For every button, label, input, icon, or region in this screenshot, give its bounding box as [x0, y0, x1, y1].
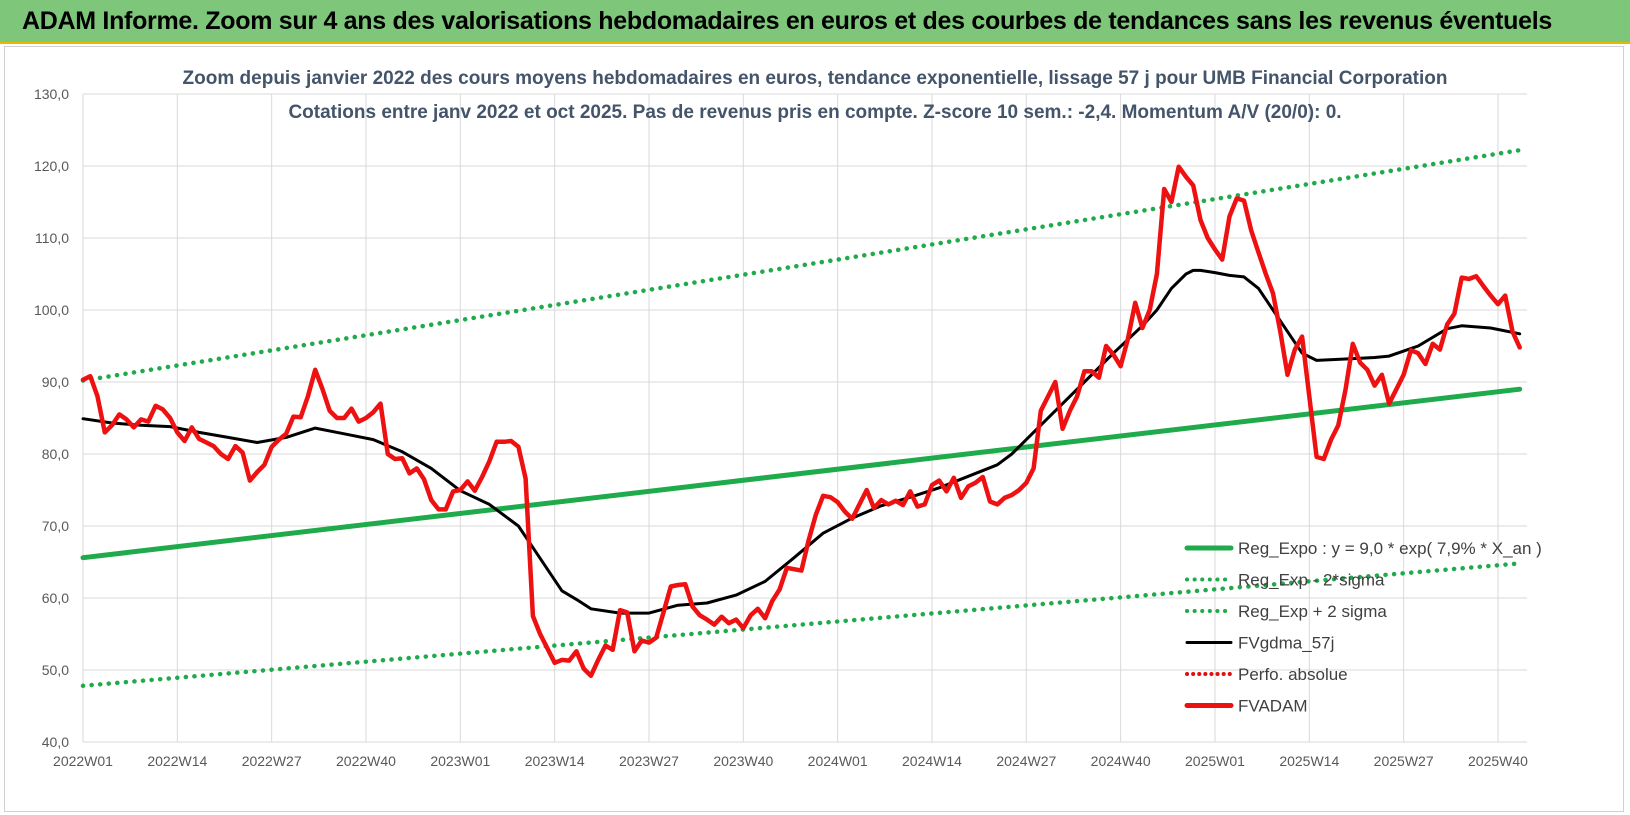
legend-label: FVgdma_57j	[1238, 634, 1334, 653]
x-tick-label: 2022W27	[242, 753, 302, 769]
x-tick-label: 2025W01	[1185, 753, 1245, 769]
legend-label: Reg_Exp - 2*sigma	[1238, 571, 1385, 590]
series-line-reg_exp	[80, 147, 1522, 383]
x-tick-label: 2022W14	[147, 753, 207, 769]
series-layer	[80, 147, 1523, 689]
x-tick-label: 2024W01	[808, 753, 868, 769]
chart-title: Zoom depuis janvier 2022 des cours moyen…	[183, 68, 1448, 89]
x-tick-label: 2023W01	[430, 753, 490, 769]
y-tick-label: 130,0	[34, 86, 69, 102]
legend: Reg_Expo : y = 9,0 * exp( 7,9% * X_an ) R…	[1184, 539, 1542, 716]
y-tick-label: 110,0	[35, 230, 69, 246]
series-line-reg_expo	[80, 386, 1523, 561]
x-tick-label: 2024W14	[902, 753, 962, 769]
legend-label: Perfo. absolue	[1238, 665, 1348, 684]
x-tick-label: 2025W27	[1374, 753, 1434, 769]
chart-subtitle: Cotations entre janv 2022 et oct 2025. P…	[288, 102, 1341, 123]
y-tick-label: 80,0	[42, 446, 69, 462]
y-tick-labels: 40,0 50,0 60,0 70,0 80,0 90,0 100,0 110,0 120,0 1…	[34, 86, 69, 750]
legend-label: Reg_Exp + 2 sigma	[1238, 602, 1387, 621]
x-tick-label: 2023W14	[525, 753, 585, 769]
report-banner: ADAM Informe. Zoom sur 4 ans des valoris…	[0, 0, 1630, 44]
report-title: ADAM Informe. Zoom sur 4 ans des valoris…	[22, 7, 1552, 35]
chart-frame	[4, 46, 1624, 812]
x-tick-label: 2024W40	[1091, 753, 1151, 769]
y-tick-label: 120,0	[34, 158, 69, 174]
x-tick-label: 2022W40	[336, 753, 396, 769]
series-line-reg_exp	[80, 561, 1522, 689]
x-tick-label: 2023W40	[713, 753, 773, 769]
x-tick-label: 2025W14	[1279, 753, 1339, 769]
x-tick-label: 2022W01	[53, 753, 113, 769]
y-tick-label: 90,0	[42, 374, 69, 390]
x-tick-label: 2023W27	[619, 753, 679, 769]
y-tick-label: 70,0	[42, 518, 69, 534]
x-tick-label: 2025W40	[1468, 753, 1528, 769]
y-tick-label: 50,0	[42, 662, 69, 678]
legend-label: FVADAM	[1238, 697, 1308, 716]
series-line-fvadam	[80, 164, 1522, 679]
grid-layer	[82, 93, 1527, 743]
x-tick-label: 2024W27	[996, 753, 1056, 769]
y-tick-label: 100,0	[34, 302, 69, 318]
legend-label: Reg_Expo : y = 9,0 * exp( 7,9% * X_an )	[1238, 539, 1542, 558]
y-tick-label: 60,0	[42, 590, 69, 606]
y-tick-label: 40,0	[42, 734, 69, 750]
x-tick-labels: 2022W01 2022W14 2022W27 2022W40 2023W01 2023W…	[53, 753, 1528, 769]
